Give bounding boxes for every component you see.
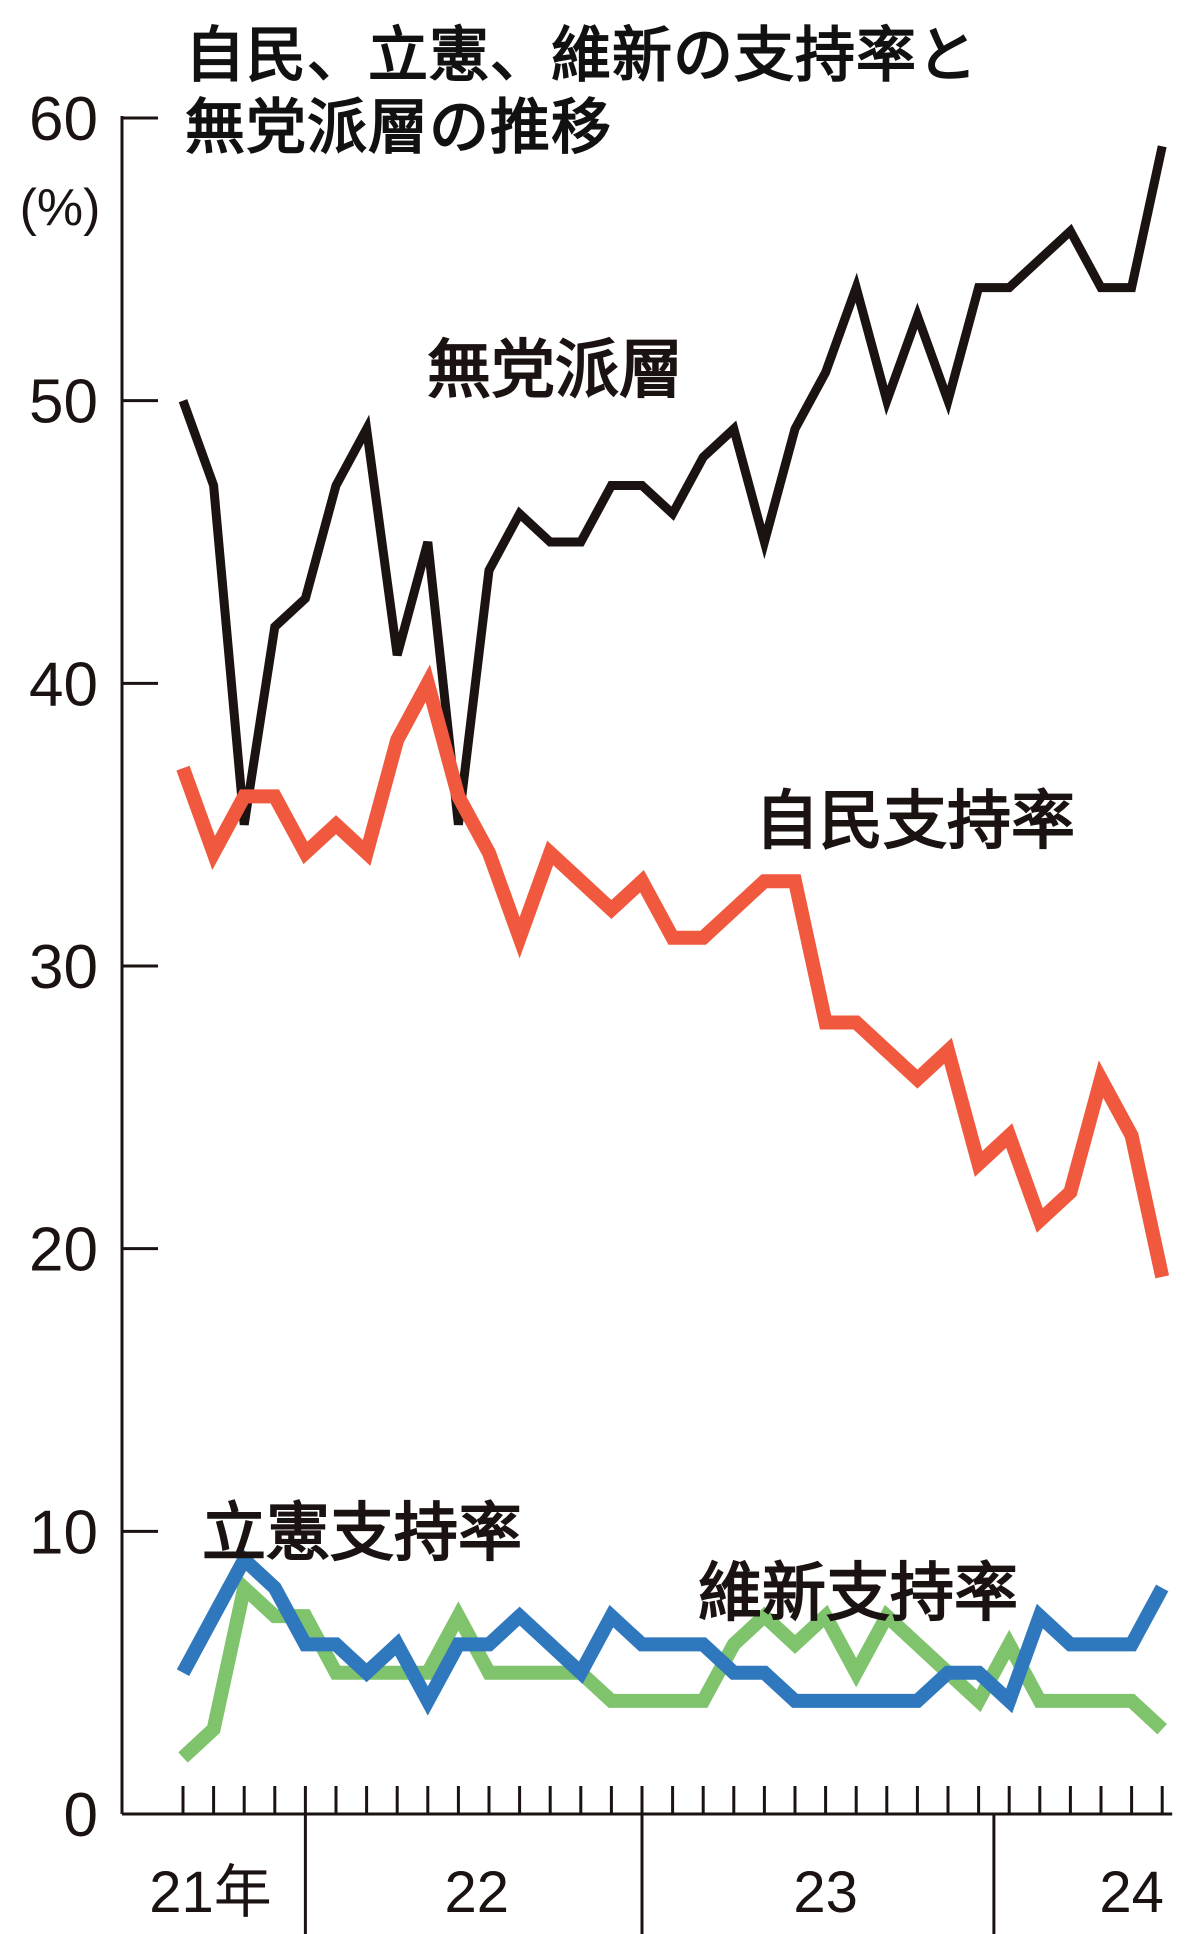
series-label-1: 無党派層 (427, 334, 683, 408)
series-label-2: 自民支持率 (755, 785, 1075, 859)
chart-title: 自民、立憲、維新の支持率と 無党派層の推移 (185, 20, 978, 164)
x-year-label-1: 21年 (149, 1860, 272, 1925)
y-tick-label-50: 50 (29, 368, 98, 437)
series-line-2 (176, 664, 1170, 1279)
series-label-3: 立憲支持率 (202, 1497, 522, 1571)
chart-title-line-2: 無党派層の推移 (185, 93, 612, 163)
x-year-label-3: 23 (793, 1860, 858, 1925)
y-unit-label: (%) (20, 179, 101, 237)
y-tick-label-30: 30 (29, 933, 98, 1002)
series-line-1 (178, 145, 1167, 826)
series-line-3 (176, 1548, 1169, 1716)
y-tick-label-20: 20 (29, 1216, 98, 1285)
x-year-label-4: 24 (1099, 1860, 1164, 1925)
y-tick-label-0: 0 (64, 1781, 98, 1850)
y-tick-label-10: 10 (29, 1498, 98, 1567)
series-line-4 (178, 1574, 1167, 1763)
x-year-label-2: 22 (445, 1860, 510, 1925)
y-tick-label-40: 40 (29, 650, 98, 719)
series-label-4: 維新支持率 (698, 1557, 1018, 1631)
y-tick-label-60: 60 (29, 85, 98, 154)
chart-title-line-1: 自民、立憲、維新の支持率と (185, 21, 978, 91)
